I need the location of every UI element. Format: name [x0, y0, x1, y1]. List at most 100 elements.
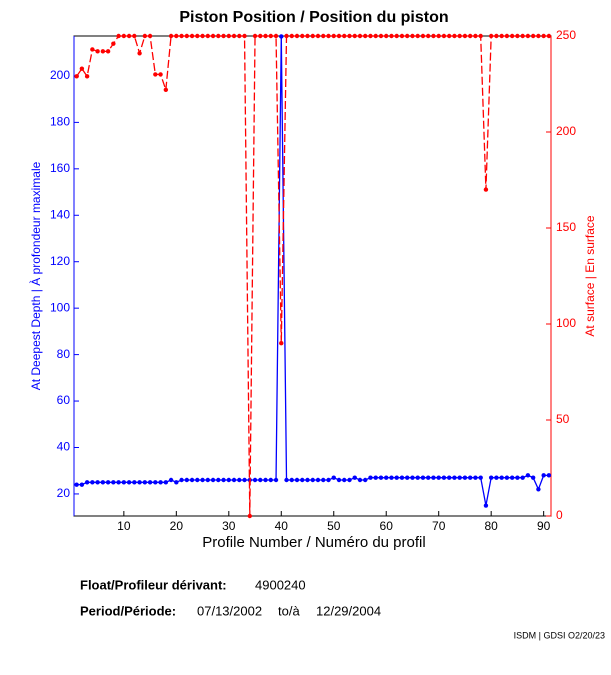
data-point	[184, 33, 190, 39]
data-point	[525, 473, 531, 478]
data-point	[389, 475, 394, 480]
data-point	[252, 33, 258, 39]
data-point	[289, 477, 294, 483]
data-point	[452, 475, 457, 480]
x-tick-label: 70	[432, 519, 446, 533]
y2-tick-label: 150	[556, 220, 576, 234]
data-point	[373, 33, 378, 39]
data-point	[462, 475, 468, 480]
data-point	[74, 74, 79, 79]
data-point	[147, 480, 153, 485]
float-label: Float/Profileur dérivant:	[80, 577, 227, 592]
data-point	[436, 33, 441, 39]
plot-frame	[73, 35, 552, 517]
x-tick-label: 10	[117, 519, 131, 533]
data-point	[509, 475, 515, 480]
data-point	[342, 477, 347, 483]
data-point	[336, 477, 342, 483]
data-point	[163, 87, 169, 92]
y-tick-label: 80	[57, 347, 71, 361]
data-point	[384, 33, 389, 39]
data-point	[515, 475, 520, 480]
data-point	[284, 33, 289, 39]
data-point	[126, 480, 132, 485]
series-line	[76, 36, 549, 506]
data-point	[174, 33, 179, 39]
data-point	[205, 33, 211, 39]
y2-tick-label: 50	[556, 412, 570, 426]
data-point	[431, 33, 436, 39]
data-point	[530, 475, 536, 480]
data-point	[216, 33, 221, 39]
y2-tick-label: 250	[556, 28, 576, 42]
data-point	[384, 475, 389, 480]
data-point	[268, 33, 273, 39]
data-point	[426, 33, 431, 39]
data-point	[321, 477, 326, 483]
data-point	[520, 33, 525, 39]
data-point	[478, 33, 483, 39]
y-tick-label: 200	[50, 68, 70, 82]
data-point	[116, 480, 121, 485]
data-point	[294, 33, 300, 39]
data-point	[546, 473, 552, 478]
data-point	[132, 480, 137, 485]
data-point	[147, 33, 153, 39]
data-point	[315, 33, 321, 39]
data-point	[100, 480, 106, 485]
data-point	[200, 477, 205, 483]
data-point	[258, 33, 263, 39]
data-point	[84, 74, 90, 79]
float-id: 4900240	[255, 577, 306, 592]
data-point	[268, 477, 273, 483]
data-point	[504, 475, 510, 480]
data-point	[530, 33, 536, 39]
y-tick-label: 140	[50, 207, 70, 221]
data-point	[331, 33, 336, 39]
x-tick-label: 60	[380, 519, 394, 533]
data-point	[205, 477, 211, 483]
data-point	[105, 480, 111, 485]
data-point	[74, 482, 79, 487]
credit: ISDM | GDSI O2/20/23	[514, 630, 605, 640]
data-point	[111, 480, 116, 485]
data-point	[378, 475, 384, 480]
period-end: 12/29/2004	[316, 603, 381, 618]
data-point	[258, 477, 263, 483]
data-point	[431, 475, 436, 480]
y-tick-label: 100	[50, 300, 70, 314]
data-point	[446, 33, 452, 39]
data-point	[273, 33, 279, 39]
data-point	[373, 475, 378, 480]
data-point	[242, 477, 247, 483]
data-point	[441, 33, 447, 39]
data-point	[111, 41, 116, 46]
y-tick-label: 120	[50, 254, 70, 268]
data-point	[441, 475, 447, 480]
data-point	[352, 475, 357, 480]
data-point	[216, 477, 221, 483]
data-point	[189, 33, 195, 39]
period-start: 07/13/2002	[197, 603, 262, 618]
data-point	[520, 475, 525, 480]
data-point	[179, 477, 184, 483]
data-point	[368, 475, 373, 480]
period-label: Period/Période:	[80, 603, 176, 618]
data-point	[210, 477, 216, 483]
data-point	[142, 480, 148, 485]
data-point	[504, 33, 510, 39]
data-point	[326, 33, 331, 39]
x-tick-label: 40	[275, 519, 289, 533]
data-point	[389, 33, 394, 39]
y-axis-label: At Deepest Depth | À profondeur maximale	[28, 161, 43, 390]
data-point	[300, 477, 305, 483]
data-point	[263, 33, 268, 39]
data-point	[499, 475, 504, 480]
data-point	[457, 475, 462, 480]
data-point	[247, 513, 252, 519]
data-point	[342, 33, 347, 39]
data-point	[315, 477, 321, 483]
data-point	[536, 487, 541, 492]
data-point	[509, 33, 515, 39]
data-point	[300, 33, 305, 39]
